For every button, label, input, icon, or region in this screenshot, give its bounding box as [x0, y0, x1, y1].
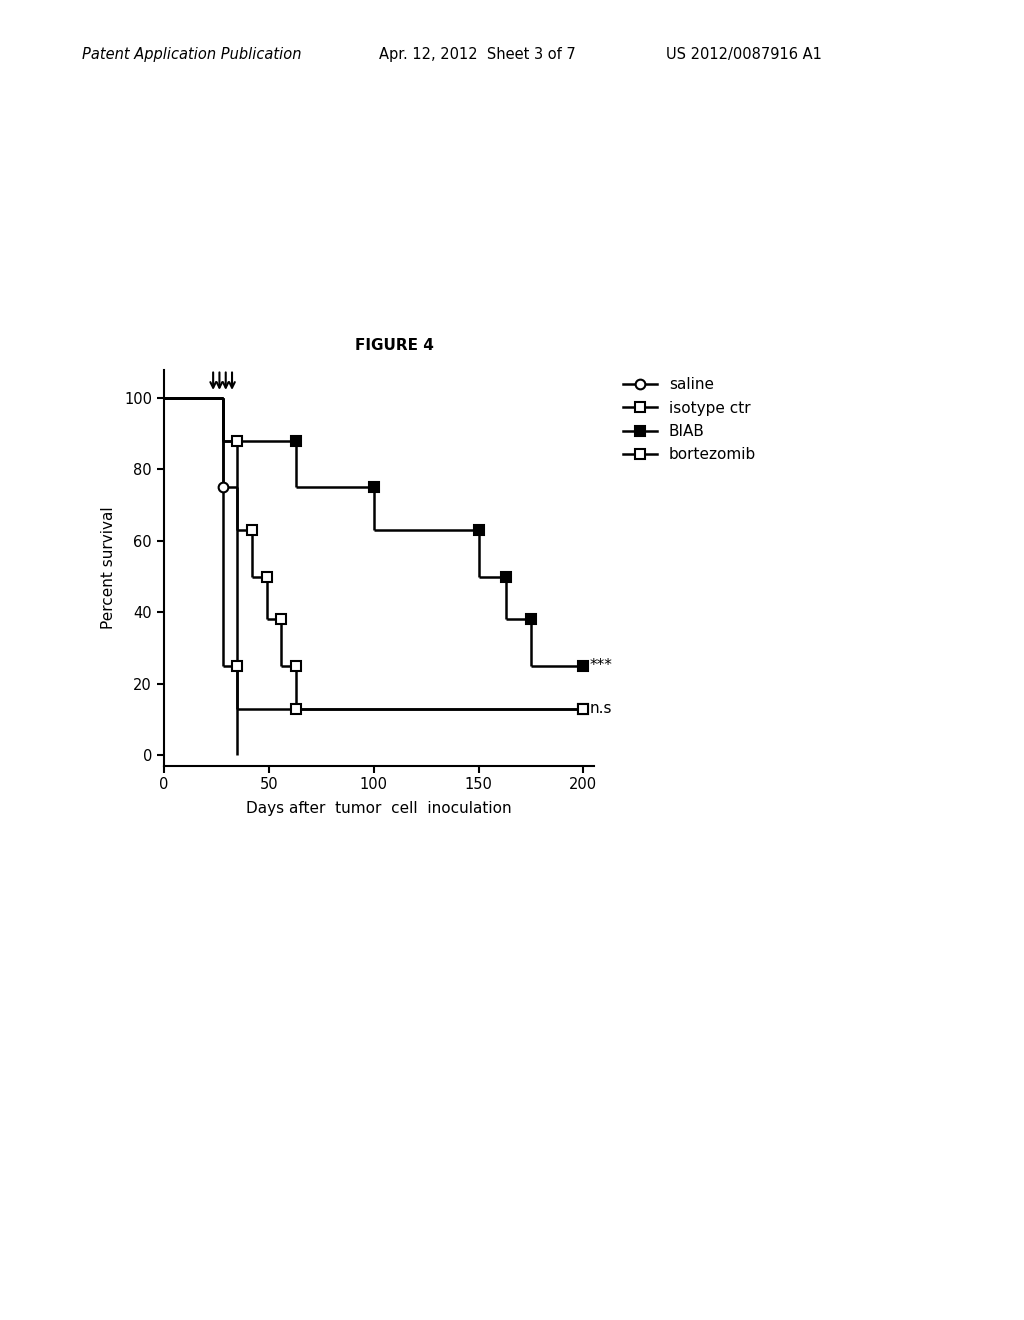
- Y-axis label: Percent survival: Percent survival: [100, 507, 116, 628]
- Text: Patent Application Publication: Patent Application Publication: [82, 48, 301, 62]
- Text: FIGURE 4: FIGURE 4: [354, 338, 434, 352]
- Text: n.s: n.s: [590, 701, 612, 715]
- Text: ***: ***: [590, 659, 612, 673]
- Text: Apr. 12, 2012  Sheet 3 of 7: Apr. 12, 2012 Sheet 3 of 7: [379, 48, 575, 62]
- Legend: saline, isotype ctr, BIAB, bortezomib: saline, isotype ctr, BIAB, bortezomib: [623, 378, 756, 462]
- Text: US 2012/0087916 A1: US 2012/0087916 A1: [666, 48, 821, 62]
- X-axis label: Days after  tumor  cell  inoculation: Days after tumor cell inoculation: [246, 801, 512, 816]
